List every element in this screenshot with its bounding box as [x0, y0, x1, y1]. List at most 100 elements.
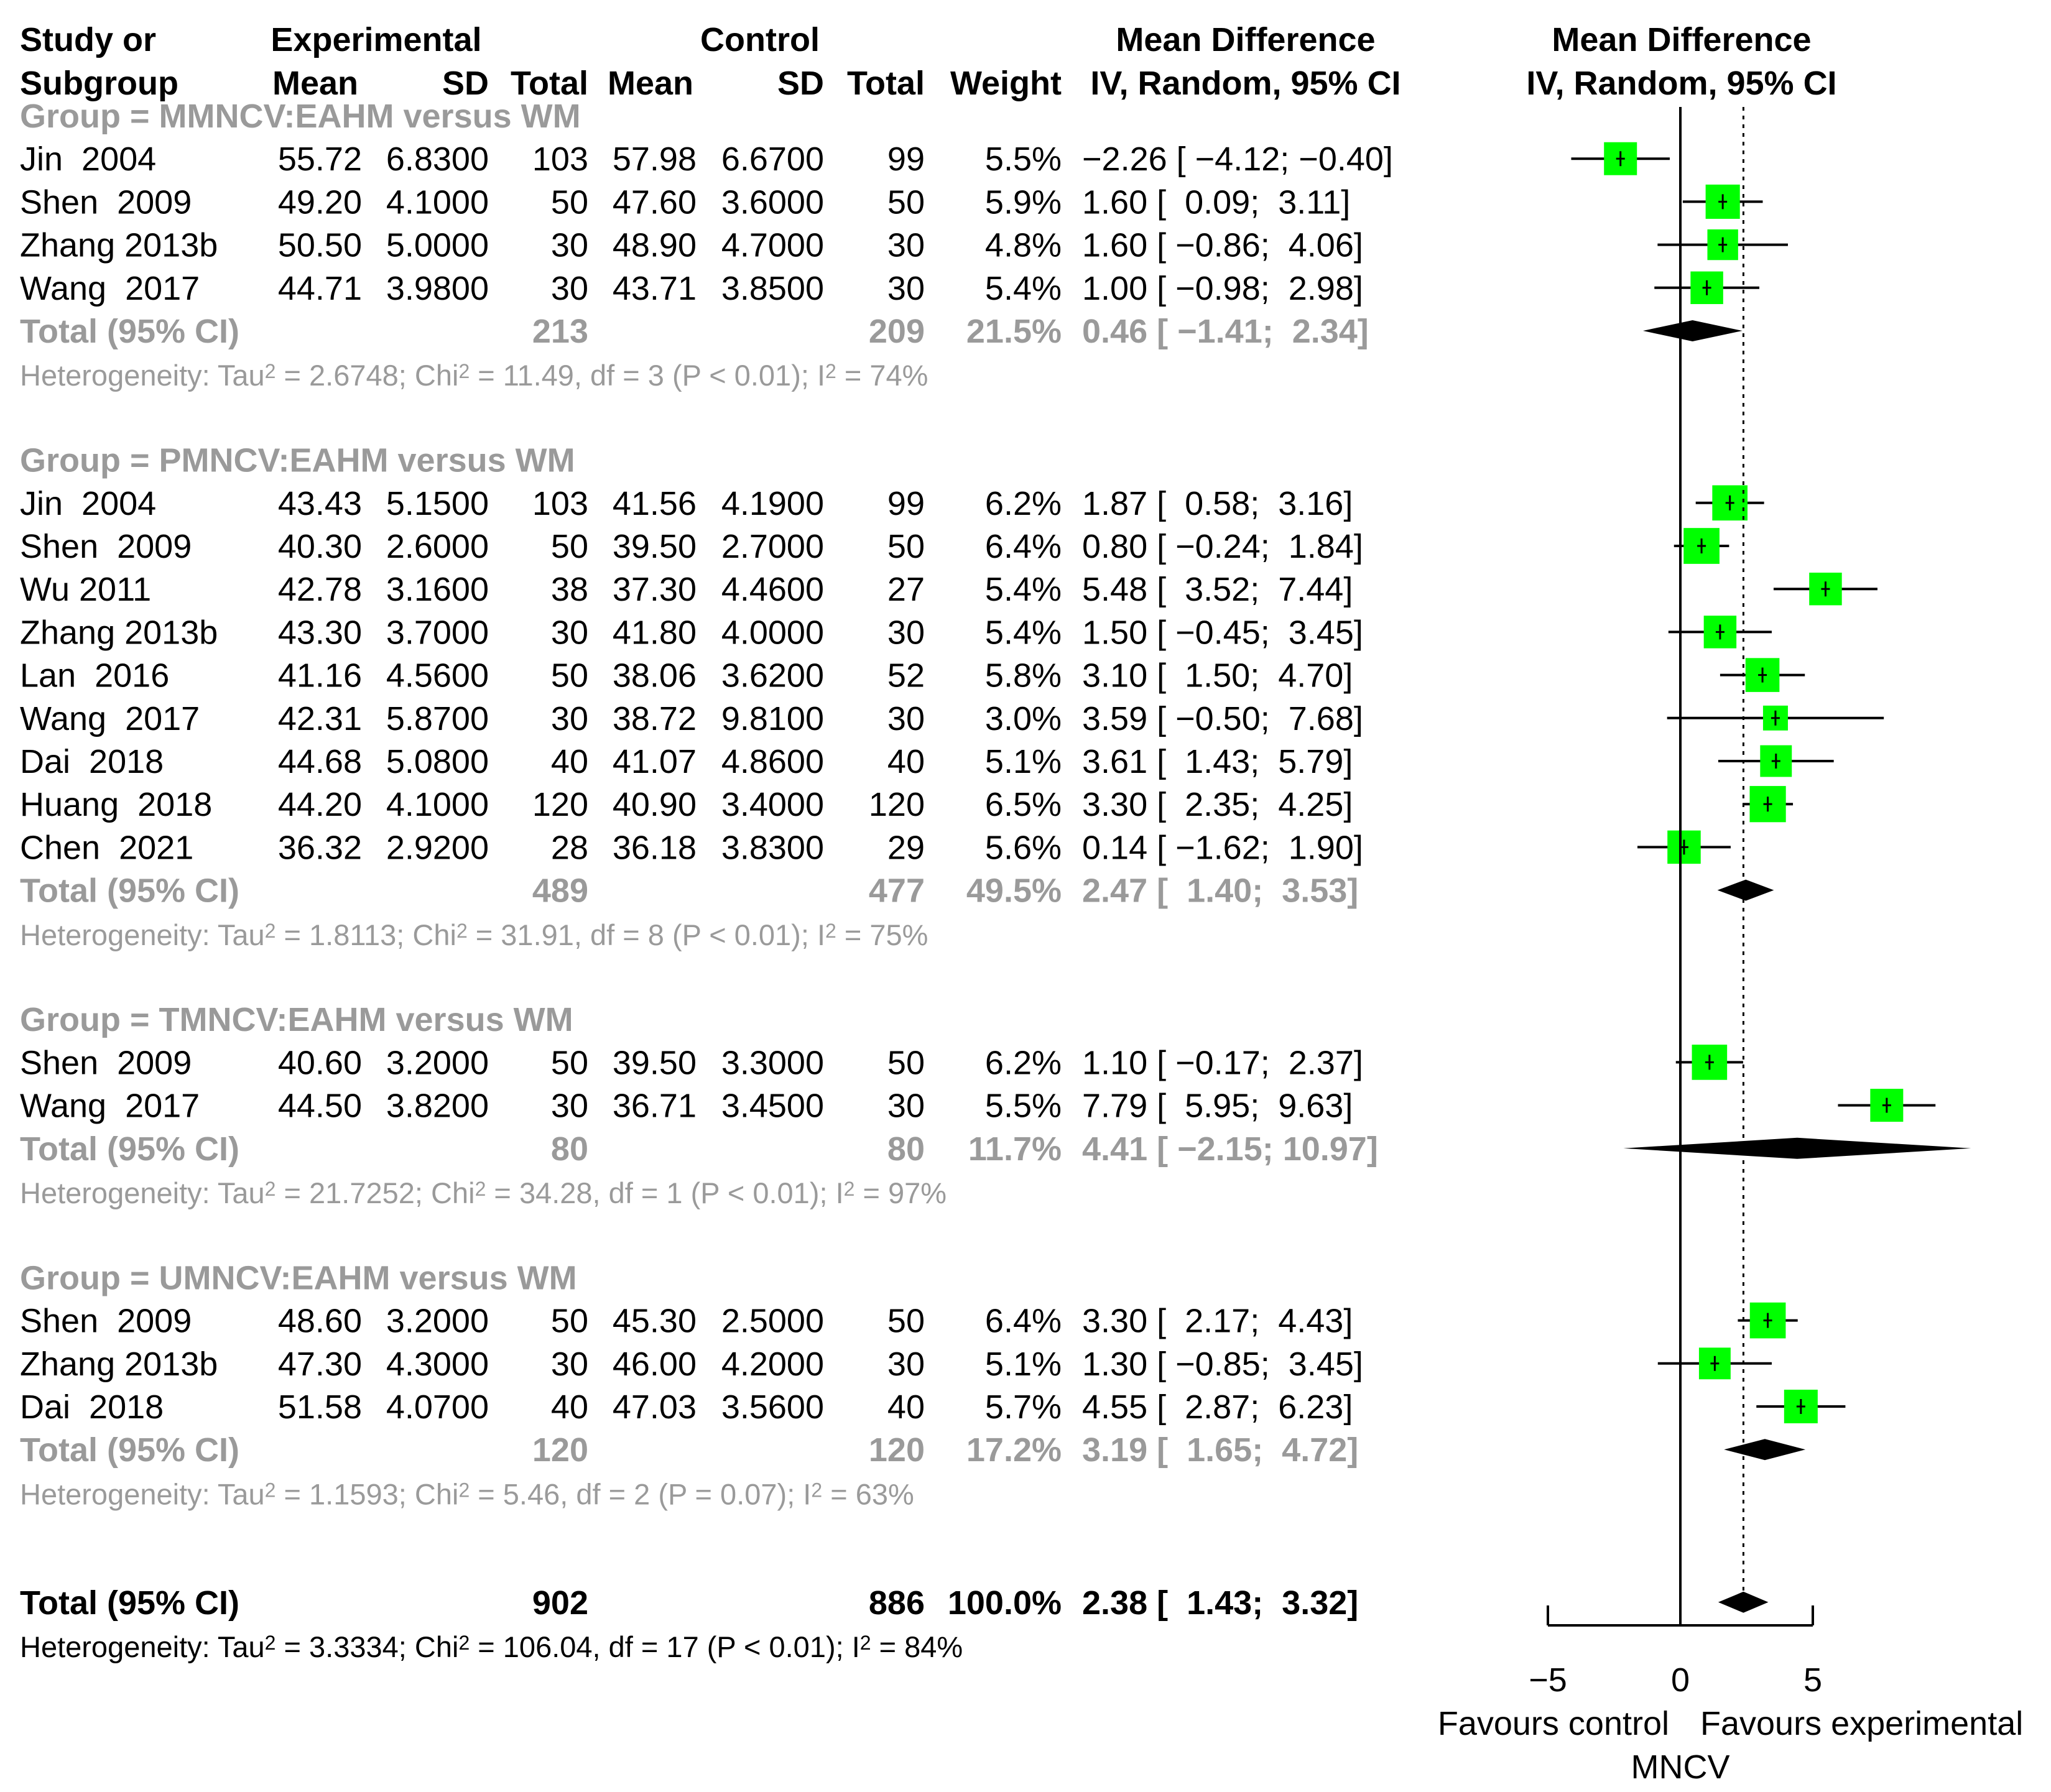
heterogeneity-part: = 74%	[836, 359, 928, 392]
exp-mean: 50.50	[278, 227, 362, 264]
md-ci-value: 0.14 [ −1.62; 1.90]	[1082, 829, 1363, 866]
study-name: Shen 2009	[20, 1303, 192, 1340]
total-weight-overall: 100.0%	[948, 1584, 1062, 1622]
summary-diamond	[1717, 879, 1774, 901]
ctrl-sd: 4.8600	[721, 743, 824, 780]
total-label: Total (95% CI)	[20, 313, 239, 350]
ctrl-mean: 47.60	[613, 183, 697, 221]
heterogeneity-part: = 34.28, df = 1 (P < 0.01); I	[486, 1176, 843, 1209]
ctrl-sd: 2.7000	[721, 528, 824, 565]
header-exp-mean: Mean	[272, 65, 358, 102]
ctrl-total: 30	[887, 227, 925, 264]
weight-value: 5.9%	[985, 183, 1062, 221]
total-label-overall: Total (95% CI)	[20, 1584, 239, 1622]
md-ci-value: 3.30 [ 2.17; 4.43]	[1082, 1303, 1353, 1340]
md-ci-value: 1.00 [ −0.98; 2.98]	[1082, 270, 1363, 307]
exp-mean: 43.43	[278, 485, 362, 522]
heterogeneity-part: Heterogeneity: Tau	[20, 1630, 265, 1663]
exp-mean: 40.60	[278, 1044, 362, 1081]
exp-total: 103	[532, 485, 588, 522]
superscript: 2	[825, 360, 836, 382]
exp-total: 30	[551, 614, 588, 651]
study-name: Dai 2018	[20, 1388, 164, 1426]
exp-sd: 4.0700	[386, 1388, 489, 1426]
superscript: 2	[265, 920, 276, 942]
exp-total: 50	[551, 1044, 588, 1081]
heterogeneity-part: = 11.49, df = 3 (P < 0.01); I	[470, 359, 825, 392]
ctrl-mean: 39.50	[613, 1044, 697, 1081]
weight-value: 5.7%	[985, 1388, 1062, 1426]
ctrl-total: 52	[887, 657, 925, 695]
exp-sd: 3.9800	[386, 270, 489, 307]
ctrl-sd: 4.4600	[721, 571, 824, 608]
header-ctrl-mean: Mean	[608, 65, 693, 102]
heterogeneity-part: Heterogeneity: Tau	[20, 918, 265, 951]
exp-sd: 3.8200	[386, 1088, 489, 1125]
total-exp-n: 80	[551, 1130, 588, 1168]
exp-total: 50	[551, 1303, 588, 1340]
header-plot-line2: IV, Random, 95% CI	[1526, 65, 1836, 102]
exp-mean: 43.30	[278, 614, 362, 651]
heterogeneity-text: Heterogeneity: Tau2 = 21.7252; Chi2 = 34…	[20, 1176, 947, 1209]
total-weight: 17.2%	[966, 1431, 1062, 1469]
total-weight: 11.7%	[968, 1130, 1062, 1168]
header-md-line1: Mean Difference	[1116, 21, 1375, 58]
ctrl-total: 30	[887, 1088, 925, 1125]
ctrl-mean: 36.18	[613, 829, 697, 866]
superscript: 2	[265, 360, 276, 382]
ctrl-mean: 47.03	[613, 1388, 697, 1426]
exp-sd: 2.9200	[386, 829, 489, 866]
heterogeneity-part: = 21.7252; Chi	[275, 1176, 475, 1209]
header-exp-total: Total	[511, 65, 588, 102]
ctrl-sd: 4.2000	[721, 1346, 824, 1383]
ctrl-mean: 36.71	[613, 1088, 697, 1125]
exp-total: 40	[551, 1388, 588, 1426]
x-tick-label: −5	[1529, 1661, 1567, 1699]
md-ci-value: 3.59 [ −0.50; 7.68]	[1082, 700, 1363, 737]
ctrl-sd: 4.1900	[721, 485, 824, 522]
exp-sd: 3.2000	[386, 1044, 489, 1081]
study-name: Dai 2018	[20, 743, 164, 780]
ctrl-total: 50	[887, 1044, 925, 1081]
weight-value: 6.2%	[985, 1044, 1062, 1081]
weight-value: 5.5%	[985, 141, 1062, 178]
ctrl-sd: 3.6000	[721, 183, 824, 221]
study-name: Zhang 2013b	[20, 1346, 218, 1383]
ctrl-mean: 46.00	[613, 1346, 697, 1383]
exp-mean: 36.32	[278, 829, 362, 866]
exp-mean: 41.16	[278, 657, 362, 695]
heterogeneity-text: Heterogeneity: Tau2 = 2.6748; Chi2 = 11.…	[20, 359, 928, 392]
superscript: 2	[458, 360, 470, 382]
exp-total: 30	[551, 227, 588, 264]
ctrl-sd: 3.4500	[721, 1088, 824, 1125]
ctrl-total: 29	[887, 829, 925, 866]
md-ci-value: 1.60 [ −0.86; 4.06]	[1082, 227, 1363, 264]
ctrl-mean: 45.30	[613, 1303, 697, 1340]
superscript: 2	[825, 920, 836, 942]
ctrl-total: 120	[869, 786, 925, 823]
md-ci-value: 3.10 [ 1.50; 4.70]	[1082, 657, 1353, 695]
study-name: Zhang 2013b	[20, 227, 218, 264]
exp-mean: 49.20	[278, 183, 362, 221]
ctrl-sd: 3.8500	[721, 270, 824, 307]
ctrl-sd: 3.8300	[721, 829, 824, 866]
ctrl-total: 30	[887, 270, 925, 307]
weight-value: 6.5%	[985, 786, 1062, 823]
ctrl-sd: 4.7000	[721, 227, 824, 264]
header-ctrl-sd: SD	[777, 65, 824, 102]
superscript: 2	[811, 1479, 822, 1501]
exp-mean: 48.60	[278, 1303, 362, 1340]
ctrl-mean: 37.30	[613, 571, 697, 608]
heterogeneity-part: Heterogeneity: Tau	[20, 1477, 265, 1510]
ctrl-sd: 6.6700	[721, 141, 824, 178]
ctrl-total: 30	[887, 700, 925, 737]
study-name: Shen 2009	[20, 528, 192, 565]
exp-sd: 2.6000	[386, 528, 489, 565]
weight-value: 5.8%	[985, 657, 1062, 695]
heterogeneity-part: = 97%	[854, 1176, 947, 1209]
md-ci-value: 1.10 [ −0.17; 2.37]	[1082, 1044, 1363, 1081]
study-name: Jin 2004	[20, 141, 156, 178]
study-name: Wang 2017	[20, 1088, 200, 1125]
exp-total: 30	[551, 1088, 588, 1125]
